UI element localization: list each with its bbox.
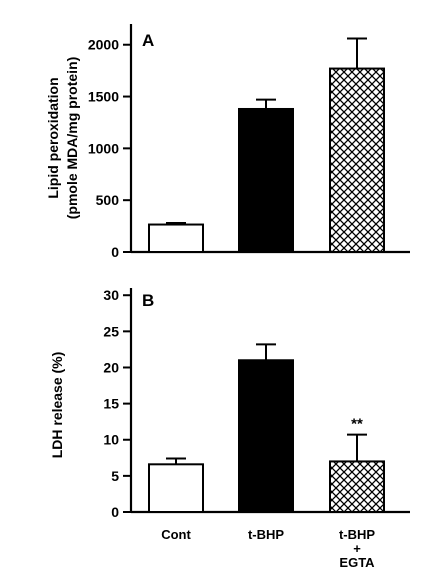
panel-b-bar <box>148 463 204 514</box>
panel-a-ylabel-line2: (pmole MDA/mg protein) <box>64 57 80 220</box>
panel-b-y-tick-label: 15 <box>103 396 119 412</box>
panel-b-y-tick-label: 10 <box>103 432 119 448</box>
panel-a-y-tick-label: 2000 <box>88 37 119 53</box>
panel-b-y-tick-label: 0 <box>111 504 119 520</box>
panel-b-y-tick-label: 20 <box>103 359 119 375</box>
x-category-label: t-BHP <box>248 527 284 542</box>
x-category-label: + <box>353 541 361 556</box>
panel-b-ylabel: LDH release (%) <box>49 352 65 459</box>
x-category-label: EGTA <box>339 555 375 570</box>
panel-a-plot: 0 500 1000 1500 2000 <box>88 24 410 260</box>
panel-a-bar <box>148 223 204 253</box>
panel-b-plot: 0 5 10 15 20 25 30 ** <box>103 287 410 520</box>
panel-b-bar <box>238 359 294 513</box>
panel-b-bar <box>329 460 385 513</box>
panel-b-significance-marker: ** <box>351 416 363 433</box>
x-category-label: Cont <box>161 527 191 542</box>
panel-b: B LDH release (%) 0 5 10 15 20 25 30 ** <box>49 287 410 520</box>
panel-b-y-tick-label: 5 <box>111 468 119 484</box>
panel-a-bar <box>329 67 385 254</box>
panel-b-y-tick-label: 30 <box>103 287 119 303</box>
panel-b-label: B <box>142 291 154 310</box>
panel-a-y-tick-label: 0 <box>111 244 119 260</box>
panel-a-ylabel-line1: Lipid peroxidation <box>45 77 61 198</box>
x-category-label: t-BHP <box>339 527 375 542</box>
panel-a-y-tick-label: 500 <box>96 192 120 208</box>
panel-a: A Lipid peroxidation (pmole MDA/mg prote… <box>45 24 410 260</box>
panel-a-bar <box>238 107 294 254</box>
panel-b-y-tick-label: 25 <box>103 323 119 339</box>
panel-a-label: A <box>142 31 154 50</box>
panel-a-y-tick-label: 1000 <box>88 140 119 156</box>
panel-a-y-tick-label: 1500 <box>88 89 119 105</box>
category-labels: Cont t-BHP t-BHP+EGTA <box>161 527 375 570</box>
